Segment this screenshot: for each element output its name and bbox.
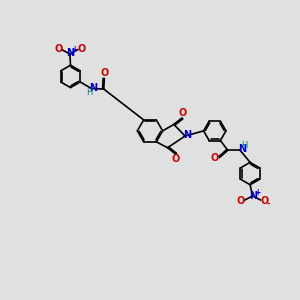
Text: +: + [255, 188, 261, 196]
Text: O: O [211, 153, 219, 163]
Text: N: N [66, 48, 74, 59]
Text: -: - [267, 200, 271, 209]
Text: O: O [54, 44, 62, 54]
Text: O: O [178, 109, 187, 118]
Text: N: N [89, 82, 97, 93]
Text: N: N [183, 130, 191, 140]
Text: H: H [241, 141, 247, 150]
Text: O: O [236, 196, 244, 206]
Text: O: O [100, 68, 109, 78]
Text: N: N [249, 191, 257, 201]
Text: O: O [77, 44, 86, 54]
Text: H: H [86, 88, 93, 97]
Text: O: O [172, 154, 180, 164]
Text: O: O [260, 196, 269, 206]
Text: N: N [238, 144, 246, 154]
Text: +: + [71, 44, 77, 53]
